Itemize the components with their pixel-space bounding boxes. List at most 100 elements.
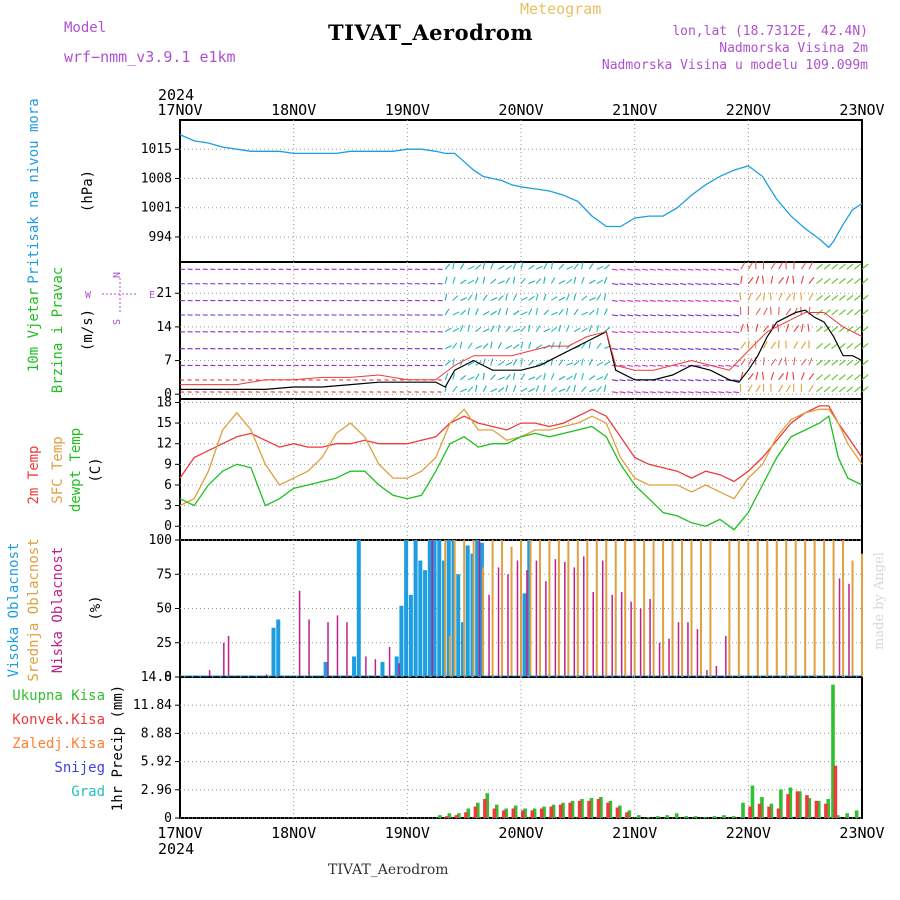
wind-barb <box>452 327 460 333</box>
wind-barb <box>535 307 539 315</box>
wind-barb <box>619 379 626 382</box>
wind-barb <box>452 358 455 366</box>
wind-barb <box>573 372 577 380</box>
wind-barb <box>603 308 608 316</box>
cloud-bar-low_cloud <box>583 556 585 677</box>
wind-barb <box>649 364 656 367</box>
wind-barb <box>512 276 516 284</box>
wind-barb <box>672 299 679 302</box>
wind-barb <box>664 379 671 382</box>
wind-barb <box>452 262 455 270</box>
panel-frame-precipitation <box>179 676 863 819</box>
wind-barb <box>846 309 854 316</box>
wind-barb <box>581 295 588 301</box>
wind-barb <box>573 327 581 333</box>
panel-frame-temperature <box>179 398 863 541</box>
wind-barb <box>528 295 535 301</box>
wind-barb <box>460 388 468 393</box>
wind-barb <box>717 299 725 302</box>
wind-barb <box>460 279 467 285</box>
wind-barb <box>846 294 854 301</box>
cloud-bar-mid_cloud <box>538 540 541 677</box>
wind-barb <box>627 314 634 317</box>
wind-barb <box>588 388 596 393</box>
precip-bar-total_precip <box>655 816 660 818</box>
cloud-bar-mid_cloud <box>813 540 816 677</box>
precip-bar-conv_precip <box>757 803 762 818</box>
meteogram-label: Meteogram <box>520 0 602 18</box>
wind-barb <box>717 283 725 286</box>
wind-barb <box>733 379 740 382</box>
y-tick-label: 0 <box>164 387 172 402</box>
wind-barb <box>687 379 694 382</box>
wind-barb <box>611 331 618 334</box>
wind-barb <box>778 262 784 270</box>
wind-barb <box>505 374 511 381</box>
precip-bar-total_precip <box>831 684 835 818</box>
x-tick-label-top: 17NOV <box>157 101 202 119</box>
wind-barb <box>785 275 790 284</box>
cloud-bar-mid_cloud <box>595 540 598 677</box>
wind-barb <box>611 379 618 382</box>
wind-barb <box>498 376 505 381</box>
wind-barb <box>747 276 754 284</box>
precip-legend-item: Snijeg <box>54 760 105 776</box>
wind-barb <box>785 308 792 316</box>
wind-barb <box>846 342 854 349</box>
wind-barb <box>816 386 824 393</box>
wind-barb <box>558 296 566 301</box>
wind-barb <box>543 276 546 284</box>
cloud-bar-mid_cloud <box>681 540 684 677</box>
x-tick-label-bottom: 19NOV <box>385 824 430 842</box>
wind-barb <box>672 283 679 286</box>
y-tick-label: 8.88 <box>141 726 172 741</box>
wind-barb <box>497 308 502 316</box>
wind-barb <box>785 323 790 332</box>
wind-barb <box>619 268 626 271</box>
wind-barb <box>808 261 814 270</box>
y-tick-label: 15 <box>156 416 172 431</box>
x-year-bottom: 2024 <box>158 840 194 858</box>
wind-barb <box>558 263 565 270</box>
page-title: TIVAT_Aerodrom <box>328 20 534 45</box>
wind-barb <box>861 359 869 366</box>
wind-barb <box>475 308 479 316</box>
wind-barb <box>535 325 541 332</box>
precip-legend-item: Grad <box>71 784 105 800</box>
wind-barb <box>831 374 839 381</box>
wind-barb <box>649 331 656 334</box>
x-tick-label-top: 23NOV <box>839 101 884 119</box>
wind-barb <box>490 388 498 393</box>
wind-barb <box>680 299 687 302</box>
model-label: Model <box>64 20 107 36</box>
wind-barb <box>558 341 561 349</box>
cloud-bar-mid_cloud <box>472 540 475 677</box>
wind-barb <box>603 373 609 381</box>
precip-bar-total_precip <box>608 800 613 818</box>
cloud-bar-mid_cloud <box>851 560 854 677</box>
wind-barb <box>490 278 497 285</box>
wind-barb <box>831 263 839 270</box>
wind-barb <box>762 357 765 366</box>
wind-barb <box>695 268 702 271</box>
cloud-bar-high_cloud <box>522 593 527 677</box>
cloud-bar-mid_cloud <box>482 567 485 677</box>
cloud-bar-low_cloud <box>658 642 661 677</box>
cloud-bar-high_cloud <box>394 656 399 677</box>
cloud-bar-high_cloud <box>399 605 404 677</box>
precip-legend-item: Zaledj.Kisa <box>12 736 105 752</box>
wind-barb <box>733 331 740 334</box>
cloud-bar-high_cloud <box>408 594 413 677</box>
wind-barb <box>785 293 792 301</box>
wind-barb <box>520 373 526 381</box>
wind-barb <box>733 299 740 302</box>
cloud-bar-mid_cloud <box>567 540 570 677</box>
wind-barb <box>467 307 471 316</box>
wind-barb <box>619 299 626 302</box>
model-name: wrf−nmm_v3.9.1 e1km <box>64 48 236 66</box>
precip-bar-total_precip <box>475 802 480 818</box>
cloud-bar-low_cloud <box>398 663 400 677</box>
wind-barb <box>642 391 649 394</box>
wind-barb <box>482 294 488 301</box>
wind-barb <box>543 262 548 270</box>
